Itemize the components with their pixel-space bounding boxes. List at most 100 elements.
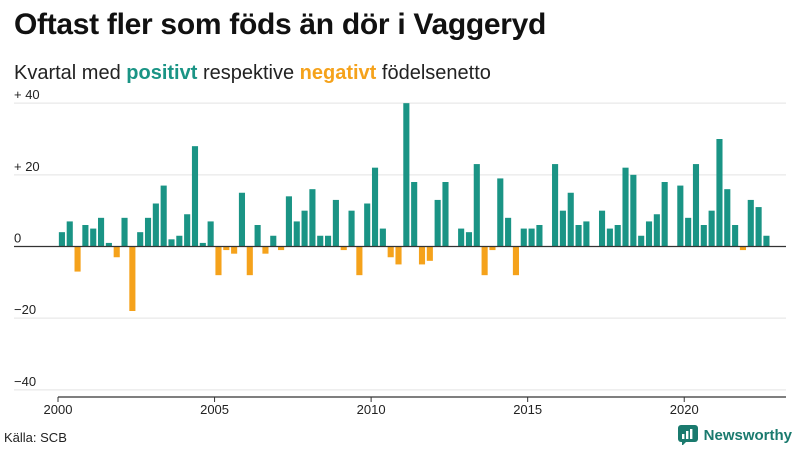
bar-positive xyxy=(105,242,112,247)
bar-positive xyxy=(661,182,668,247)
bar-positive xyxy=(152,203,159,247)
bar-negative xyxy=(395,246,402,265)
bar-positive xyxy=(653,214,660,247)
bar-negative xyxy=(418,246,426,265)
bar-negative xyxy=(489,246,496,251)
bar-positive xyxy=(700,225,707,247)
bar-positive xyxy=(348,210,355,247)
newsworthy-logo-icon xyxy=(677,425,698,445)
bar-positive xyxy=(606,228,613,247)
bar-positive xyxy=(575,225,582,247)
brand-name: Newsworthy xyxy=(703,426,792,444)
bar-positive xyxy=(677,185,684,247)
bar-positive xyxy=(371,167,379,247)
bar-positive xyxy=(724,189,731,247)
bar-positive xyxy=(685,217,692,247)
bar-negative xyxy=(512,246,519,276)
bar-positive xyxy=(465,232,473,247)
bar-positive xyxy=(270,235,277,247)
bar-negative xyxy=(223,246,230,251)
bar-positive xyxy=(168,239,175,247)
source-note: Källa: SCB xyxy=(4,430,67,445)
y-tick-label: −20 xyxy=(14,302,36,317)
bar-positive xyxy=(301,210,308,247)
bar-negative xyxy=(278,246,285,251)
bar-positive xyxy=(583,221,590,247)
bar-positive xyxy=(184,214,191,247)
subtitle-negative-word: negativt xyxy=(299,62,377,84)
bar-negative xyxy=(113,246,120,258)
brand-logo: Newsworthy xyxy=(677,425,792,445)
bar-positive xyxy=(176,235,183,247)
bar-positive xyxy=(254,225,261,247)
subtitle-start: Kvartal med xyxy=(14,62,127,84)
bar-positive xyxy=(90,228,97,247)
bar-positive xyxy=(645,221,653,247)
bar-positive xyxy=(716,139,723,247)
bar-positive xyxy=(708,210,715,247)
bar-positive xyxy=(763,235,770,247)
bar-positive xyxy=(285,196,292,247)
bar-positive xyxy=(638,235,645,247)
chart-subtitle: Kvartal med positivt respektive negativt… xyxy=(14,62,491,85)
bar-positive xyxy=(207,221,214,247)
bar-negative xyxy=(481,246,488,276)
y-tick-label: 0 xyxy=(14,231,21,246)
chart-title: Oftast fler som föds än dör i Vaggeryd xyxy=(14,8,547,41)
bar-positive xyxy=(379,228,386,247)
bar-positive xyxy=(434,199,441,247)
bar-positive xyxy=(536,225,543,247)
bar-positive xyxy=(559,210,566,247)
subtitle-middle: respektive xyxy=(197,62,300,84)
bar-positive xyxy=(309,189,316,247)
y-tick-label: + 40 xyxy=(14,87,40,102)
bar-negative xyxy=(739,246,746,251)
bar-positive xyxy=(614,225,621,247)
x-tick-label: 2020 xyxy=(670,402,699,417)
bar-negative xyxy=(246,246,253,276)
x-tick-label: 2015 xyxy=(513,402,542,417)
bar-negative xyxy=(129,246,136,311)
y-tick-label: + 20 xyxy=(14,159,40,174)
bar-positive xyxy=(442,182,449,247)
bar-positive xyxy=(121,217,128,247)
bar-positive xyxy=(199,242,206,247)
bar-negative xyxy=(231,246,238,254)
x-tick-label: 2010 xyxy=(357,402,386,417)
bar-positive xyxy=(364,203,371,247)
bar-positive xyxy=(520,228,527,247)
bar-positive xyxy=(325,235,332,247)
bar-positive xyxy=(144,217,152,247)
bar-positive xyxy=(58,232,65,247)
bar-positive xyxy=(528,228,535,247)
bar-positive xyxy=(552,164,559,247)
bar-positive xyxy=(622,167,629,247)
bar-positive xyxy=(332,199,339,247)
x-tick-label: 2005 xyxy=(200,402,229,417)
bar-negative xyxy=(215,246,222,276)
bar-positive xyxy=(191,146,199,247)
bar-positive xyxy=(411,182,418,247)
bar-positive xyxy=(598,210,606,247)
y-tick-label: −40 xyxy=(14,374,36,389)
bar-positive xyxy=(692,164,700,247)
bar-positive xyxy=(317,235,324,247)
bar-positive xyxy=(732,225,739,247)
bar-positive xyxy=(458,228,465,247)
bar-negative xyxy=(426,246,433,261)
x-tick-label: 2000 xyxy=(44,402,73,417)
bar-positive xyxy=(630,174,637,247)
bar-positive xyxy=(293,221,300,247)
bar-positive xyxy=(473,164,480,247)
bar-negative xyxy=(387,246,394,258)
bar-positive xyxy=(98,217,105,247)
bar-positive xyxy=(160,185,167,247)
bar-positive xyxy=(505,217,512,247)
bar-negative xyxy=(74,246,81,272)
bar-positive xyxy=(755,207,762,247)
bar-negative xyxy=(262,246,269,254)
subtitle-end: födelsenetto xyxy=(376,62,491,84)
bar-positive xyxy=(567,192,574,247)
bar-positive xyxy=(238,192,246,247)
